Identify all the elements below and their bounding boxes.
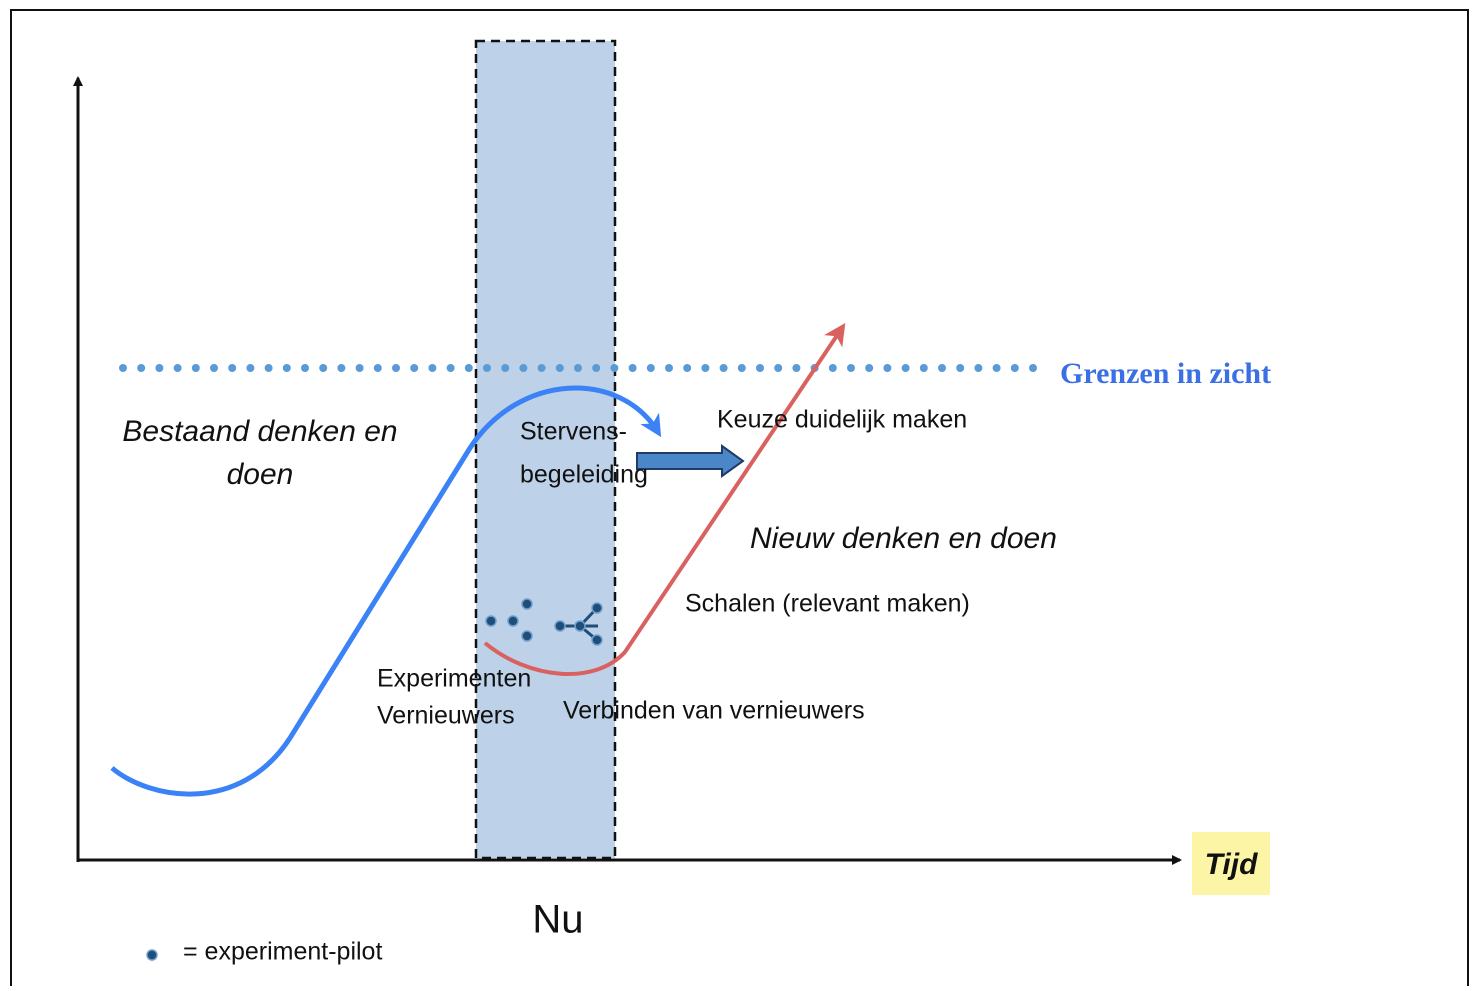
x-label-box [1192,832,1270,895]
start-label: Experimenten [377,665,531,693]
choice-label: Keuze duidelijk maken [717,406,967,434]
transition-arrow [636,444,745,478]
existing-curve [110,385,662,797]
pilot-icons [146,598,603,961]
start-label: Vernieuwers [377,702,515,730]
end-label: Stervens- [520,418,627,446]
new-curve [483,323,846,676]
scale-label: Schalen (relevant maken) [685,590,970,618]
now-label: Nu [532,898,583,942]
end-label: begeleiding [520,461,648,489]
new-label: Nieuw denken en doen [750,522,1057,555]
x-axis-label: Tijd [1205,848,1258,881]
existing-label: Bestaand denken en [122,415,397,448]
threshold-label: Grenzen in zicht [1060,357,1271,390]
now-band [474,39,617,860]
legend-label: = experiment-pilot [183,938,382,966]
connect-label: Verbinden van vernieuwers [563,697,865,725]
existing-label: doen [227,458,294,491]
frame [10,9,1469,991]
